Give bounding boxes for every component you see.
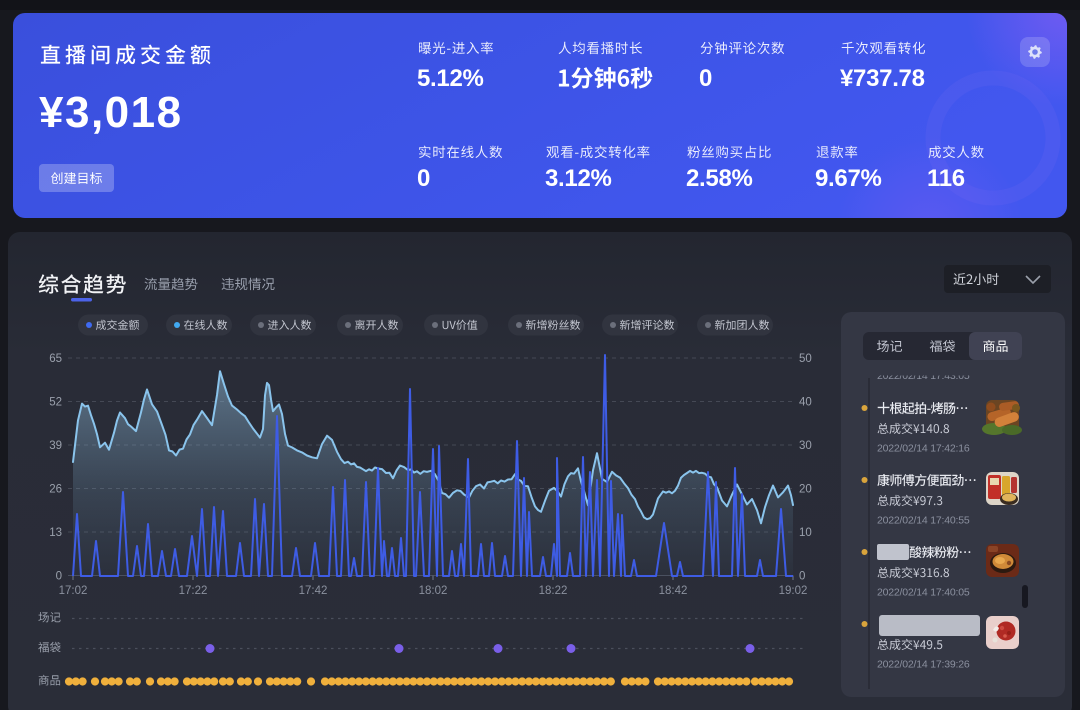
- svg-text:17:22: 17:22: [179, 585, 208, 597]
- svg-text:10: 10: [799, 527, 812, 539]
- svg-text:13: 13: [49, 527, 62, 539]
- svg-text:19:02: 19:02: [779, 585, 808, 597]
- svg-text:2022/02/14 17:40:55: 2022/02/14 17:40:55: [877, 515, 970, 527]
- svg-text:9.67%: 9.67%: [815, 165, 882, 192]
- svg-text:0: 0: [56, 571, 62, 583]
- svg-text:65: 65: [49, 353, 62, 365]
- svg-text:¥3,018: ¥3,018: [39, 88, 183, 137]
- svg-text:2022/02/14 17:42:16: 2022/02/14 17:42:16: [877, 443, 970, 455]
- svg-text:17:42: 17:42: [299, 585, 328, 597]
- svg-text:116: 116: [927, 165, 965, 192]
- svg-text:18:22: 18:22: [539, 585, 568, 597]
- svg-text:3.12%: 3.12%: [545, 165, 612, 192]
- svg-text:52: 52: [49, 397, 62, 409]
- svg-text:30: 30: [799, 440, 812, 452]
- svg-text:0: 0: [417, 165, 430, 192]
- svg-text:20: 20: [799, 484, 812, 496]
- svg-text:18:02: 18:02: [419, 585, 448, 597]
- svg-text:2022/02/14 17:39:26: 2022/02/14 17:39:26: [877, 659, 970, 671]
- svg-text:39: 39: [49, 440, 62, 452]
- svg-text:40: 40: [799, 397, 812, 409]
- svg-text:0: 0: [699, 65, 712, 92]
- svg-text:2.58%: 2.58%: [686, 165, 753, 192]
- svg-text:17:02: 17:02: [59, 585, 88, 597]
- svg-text:2022/02/14 17:43:05: 2022/02/14 17:43:05: [877, 370, 970, 382]
- svg-text:5.12%: 5.12%: [417, 65, 484, 92]
- svg-text:26: 26: [49, 484, 62, 496]
- svg-text:50: 50: [799, 353, 812, 365]
- svg-text:0: 0: [799, 571, 805, 583]
- svg-text:18:42: 18:42: [659, 585, 688, 597]
- svg-text:¥737.78: ¥737.78: [840, 65, 925, 92]
- svg-text:2022/02/14 17:40:05: 2022/02/14 17:40:05: [877, 587, 970, 599]
